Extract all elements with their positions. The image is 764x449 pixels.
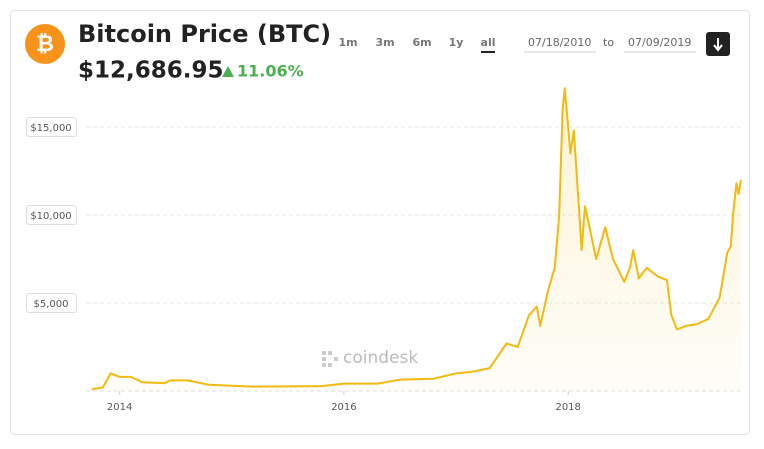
- x-tick-label: 2016: [331, 402, 356, 413]
- y-tick-label: $10,000: [30, 211, 71, 222]
- price: $12,686.95: [78, 58, 224, 84]
- range-button[interactable]: 3m: [375, 36, 394, 49]
- range-button[interactable]: 1y: [449, 36, 464, 49]
- logo-symbol: ₿: [36, 32, 54, 57]
- date-from[interactable]: 07/18/2010: [528, 36, 591, 49]
- up-arrow: [222, 66, 234, 77]
- date-to[interactable]: 07/09/2019: [628, 36, 691, 49]
- area: [91, 88, 741, 392]
- download-icon: [713, 38, 723, 52]
- y-tick-box: [26, 117, 77, 137]
- logo: [25, 24, 65, 64]
- y-tick-label: $5,000: [34, 299, 69, 310]
- range-button[interactable]: 1m: [338, 36, 357, 49]
- watermark-icon: [322, 351, 338, 367]
- change: 11.06%: [237, 62, 304, 81]
- title: Bitcoin Price (BTC): [78, 20, 331, 48]
- x-tick-label: 2014: [107, 402, 132, 413]
- range-buttons: 1m 3m 6m 1y all: [338, 36, 496, 53]
- y-tick-box: [26, 293, 77, 313]
- range-button[interactable]: all: [481, 36, 496, 49]
- watermark: coindesk: [343, 348, 418, 368]
- y-tick-box: [26, 205, 77, 225]
- line: [91, 87, 742, 391]
- plot: $5,000 $10,000 $15,000 2014 2016 2018: [26, 87, 742, 413]
- date-separator: to: [603, 36, 614, 49]
- y-tick-label: $15,000: [30, 123, 71, 134]
- range-button[interactable]: 6m: [412, 36, 431, 49]
- x-tick-label: 2018: [555, 402, 580, 413]
